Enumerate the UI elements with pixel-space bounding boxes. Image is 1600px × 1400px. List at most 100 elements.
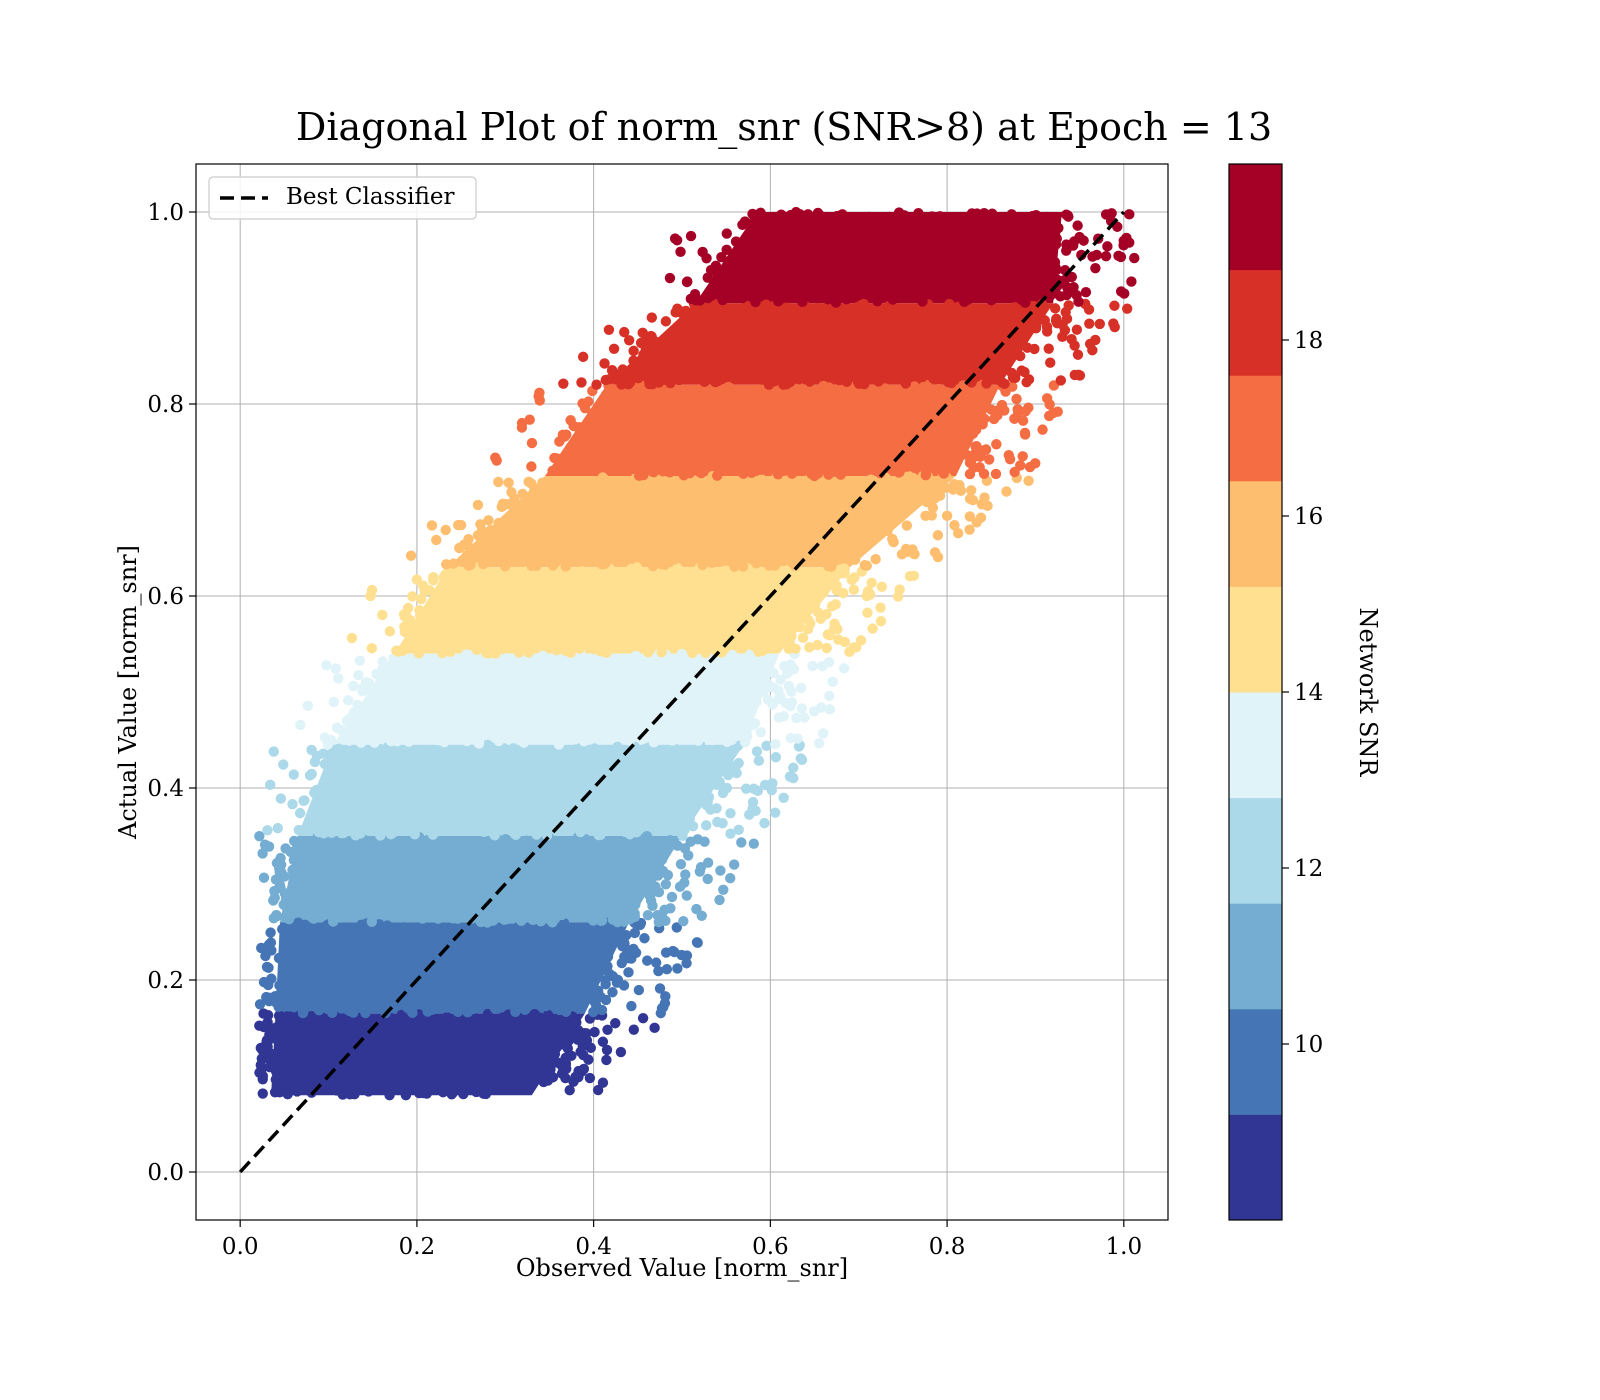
scatter-point (324, 835, 335, 847)
scatter-point (345, 846, 356, 857)
scatter-point (824, 704, 835, 715)
scatter-point (559, 431, 570, 442)
scatter-point (628, 345, 639, 357)
scatter-point (563, 952, 575, 963)
scatter-point (592, 1084, 604, 1096)
scatter-point (423, 771, 435, 782)
scatter-point (560, 645, 571, 657)
scatter-point (439, 1015, 451, 1026)
scatter-point (401, 1049, 413, 1060)
scatter-point (286, 897, 297, 908)
scatter-point (640, 575, 651, 587)
scatter-point (421, 842, 432, 853)
scatter-point (567, 794, 578, 805)
scatter-point (525, 1011, 537, 1023)
scatter-point (818, 380, 829, 392)
scatter-point (941, 510, 953, 522)
scatter-point (523, 820, 535, 832)
scatter-point (661, 963, 673, 975)
scatter-point (342, 959, 353, 971)
scatter-point (385, 706, 396, 717)
scatter-point (807, 660, 818, 672)
scatter-point (652, 479, 663, 490)
scatter-point (657, 569, 669, 581)
scatter-point (626, 1000, 637, 1012)
scatter-point (814, 452, 825, 463)
scatter-point (666, 838, 678, 850)
scatter-point (386, 889, 397, 900)
scatter-point (825, 457, 836, 469)
scatter-point (317, 891, 328, 903)
scatter-point (541, 721, 553, 732)
scatter-point (423, 656, 435, 668)
scatter-point (278, 899, 289, 910)
scatter-point (287, 961, 298, 973)
scatter-point (374, 703, 386, 714)
scatter-point (862, 607, 873, 618)
scatter-point (503, 857, 515, 868)
scatter-point (690, 425, 701, 437)
scatter-point (841, 402, 853, 413)
scatter-point (778, 401, 789, 412)
scatter-point (560, 895, 572, 906)
scatter-point (319, 732, 331, 743)
scatter-point (693, 449, 704, 461)
scatter-point (732, 451, 743, 462)
scatter-point (320, 1017, 332, 1028)
scatter-point (778, 555, 789, 567)
scatter-point (817, 728, 829, 739)
scatter-point (636, 587, 647, 598)
scatter-point (897, 332, 908, 343)
scatter-point (762, 335, 773, 346)
scatter-point (347, 877, 358, 888)
scatter-point (756, 491, 767, 503)
scatter-point (667, 801, 678, 813)
scatter-point (580, 721, 591, 732)
scatter-point (714, 776, 725, 788)
scatter-point (503, 477, 514, 488)
scatter-point (796, 416, 807, 427)
scatter-point (818, 318, 830, 329)
scatter-point (844, 524, 855, 536)
scatter-point (306, 768, 317, 780)
scatter-point (416, 622, 428, 633)
scatter-point (821, 609, 832, 620)
scatter-point (597, 1077, 609, 1088)
scatter-point (680, 869, 691, 880)
scatter-point (949, 520, 960, 531)
scatter-point (379, 1073, 391, 1085)
scatter-point (742, 707, 753, 719)
scatter-point (785, 319, 797, 330)
scatter-point (539, 819, 550, 831)
scatter-point (507, 629, 518, 641)
scatter-point (273, 952, 285, 964)
scatter-point (517, 765, 528, 776)
scatter-point (317, 908, 328, 919)
scatter-point (755, 537, 766, 548)
scatter-point (763, 681, 775, 692)
scatter-point (1048, 407, 1059, 419)
scatter-point (535, 780, 546, 791)
scatter-point (770, 752, 782, 763)
scatter-point (336, 1003, 347, 1014)
scatter-point (687, 647, 698, 659)
scatter-point (700, 773, 711, 784)
scatter-point (487, 915, 499, 926)
scatter-point (440, 569, 451, 580)
scatter-point (938, 348, 950, 359)
scatter-point (942, 302, 953, 313)
scatter-point (647, 511, 659, 522)
scatter-point (508, 1017, 519, 1028)
scatter-point (483, 719, 494, 730)
scatter-point (523, 647, 534, 658)
scatter-point (751, 443, 762, 454)
scatter-point (357, 683, 368, 694)
scatter-point (607, 914, 619, 925)
scatter-point (606, 680, 617, 691)
scatter-point (763, 379, 775, 390)
scatter-point (507, 1082, 519, 1094)
scatter-point (1019, 429, 1031, 440)
scatter-point (398, 609, 410, 620)
scatter-point (890, 512, 901, 524)
scatter-point (822, 629, 834, 640)
